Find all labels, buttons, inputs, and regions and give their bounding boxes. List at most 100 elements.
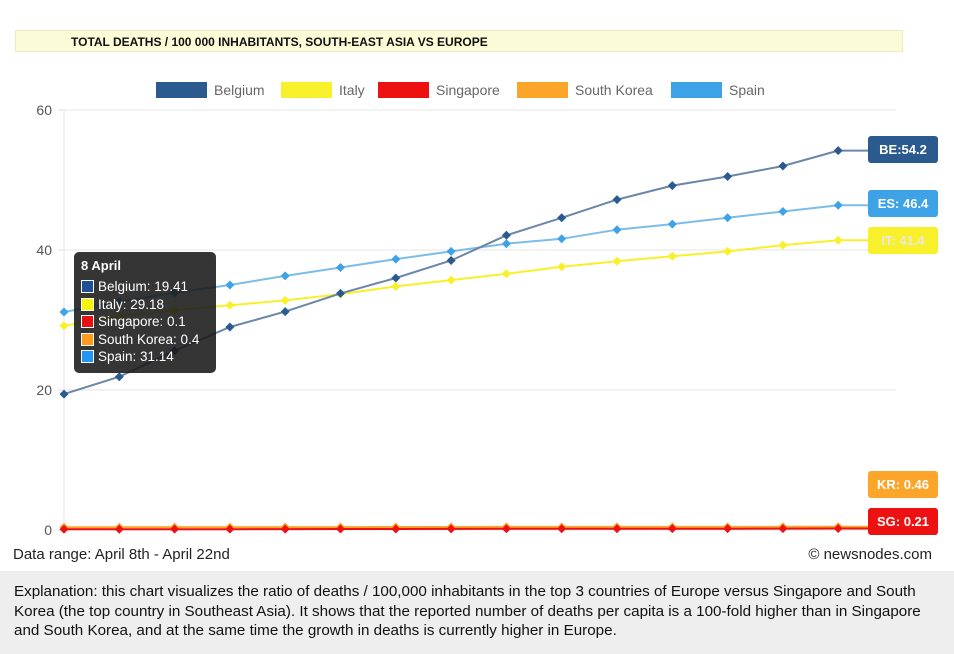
data-point[interactable] [391,281,401,291]
data-point[interactable] [391,273,401,283]
data-point[interactable] [446,524,456,534]
data-point[interactable] [59,524,69,534]
data-point[interactable] [225,524,235,534]
legend-label: Belgium [214,82,265,98]
data-point[interactable] [501,239,511,249]
data-point[interactable] [446,246,456,256]
data-point[interactable] [280,295,290,305]
tooltip-row-text: Belgium: 19.41 [98,279,189,295]
data-point[interactable] [612,225,622,235]
legend-item-italy[interactable]: Italy [281,82,365,98]
legend-swatch [378,82,429,98]
end-label-singapore: SG: 0.21 [868,508,938,535]
end-label-italy: IT: 41.4 [868,227,938,254]
tooltip-row-text: South Korea: 0.4 [98,331,200,347]
data-point[interactable] [501,269,511,279]
data-point[interactable] [833,146,843,156]
legend-swatch [281,82,332,98]
y-tick-label: 0 [44,522,52,538]
data-point[interactable] [280,307,290,317]
legend-label: Singapore [436,82,500,98]
data-point[interactable] [501,524,511,534]
data-point[interactable] [114,372,124,382]
explanation-text: Explanation: this chart visualizes the r… [0,571,954,654]
y-axis: 0 20 40 60 [36,102,65,538]
data-point[interactable] [723,213,733,223]
data-point[interactable] [778,524,788,534]
tooltip-row: Spain: 31.14 [81,348,216,366]
legend-swatch [517,82,568,98]
data-point[interactable] [446,275,456,285]
tooltip-row: Italy: 29.18 [81,296,216,314]
data-point[interactable] [612,195,622,205]
data-point[interactable] [225,300,235,310]
data-point[interactable] [723,172,733,181]
tooltip-swatch [81,315,94,329]
data-point[interactable] [778,207,788,216]
data-point[interactable] [667,524,677,534]
data-point[interactable] [59,389,69,399]
legend-label: South Korea [575,82,653,98]
data-point[interactable] [225,322,235,332]
tooltip-row: South Korea: 0.4 [81,331,216,349]
hover-tooltip: 8 April Belgium: 19.41 Italy: 29.18 Singap… [74,252,216,373]
legend-swatch [156,82,207,98]
data-point[interactable] [723,524,733,534]
end-label-south-korea: KR: 0.46 [868,471,938,498]
tooltip-swatch [81,350,94,364]
tooltip-swatch [81,332,94,346]
legend: Belgium Italy Singapore South Korea Spain [156,82,765,98]
data-point[interactable] [59,307,69,317]
end-label-spain: ES: 46.4 [868,190,938,217]
data-point[interactable] [667,251,677,261]
data-point[interactable] [170,524,180,534]
data-point[interactable] [667,181,677,191]
data-point[interactable] [336,263,345,272]
data-point[interactable] [114,524,124,534]
data-point[interactable] [778,240,788,250]
legend-swatch [671,82,722,98]
data-point[interactable] [833,235,843,245]
end-label-belgium: BE:54.2 [868,136,938,163]
y-tick-label: 40 [36,242,52,258]
legend-label: Spain [729,82,765,98]
tooltip-swatch [81,280,94,294]
y-tick-label: 20 [36,382,52,398]
data-point[interactable] [778,161,788,171]
y-tick-label: 60 [36,102,52,118]
data-point[interactable] [391,524,401,534]
data-point[interactable] [280,524,290,534]
data-point[interactable] [501,230,511,240]
data-point[interactable] [446,256,456,265]
data-point[interactable] [336,524,345,534]
data-point[interactable] [391,254,401,264]
legend-label: Italy [339,82,365,98]
legend-item-belgium[interactable]: Belgium [156,82,265,98]
series-singapore [59,524,868,534]
copyright-note: © newsnodes.com [808,546,932,563]
data-point[interactable] [336,288,345,298]
data-range-note: Data range: April 8th - April 22nd [13,546,230,563]
legend-item-spain[interactable]: Spain [671,82,765,98]
data-point[interactable] [833,200,843,210]
data-point[interactable] [723,246,733,256]
data-point[interactable] [225,280,235,290]
tooltip-row-text: Spain: 31.14 [98,349,174,365]
legend-item-south-korea[interactable]: South Korea [517,82,653,98]
data-point[interactable] [833,524,843,534]
data-point[interactable] [557,262,567,272]
data-point[interactable] [557,213,567,223]
tooltip-row: Belgium: 19.41 [81,278,216,296]
data-point[interactable] [59,321,69,331]
data-point[interactable] [667,219,677,229]
title-bar: TOTAL DEATHS / 100 000 INHABITANTS, SOUT… [15,30,903,52]
data-point[interactable] [612,524,622,534]
tooltip-row-text: Singapore: 0.1 [98,314,186,330]
data-point[interactable] [557,524,567,534]
data-point[interactable] [280,271,290,281]
legend-item-singapore[interactable]: Singapore [378,82,500,98]
tooltip-row-text: Italy: 29.18 [98,296,165,312]
data-point[interactable] [612,256,622,266]
data-point[interactable] [557,234,567,244]
tooltip-swatch [81,297,94,311]
